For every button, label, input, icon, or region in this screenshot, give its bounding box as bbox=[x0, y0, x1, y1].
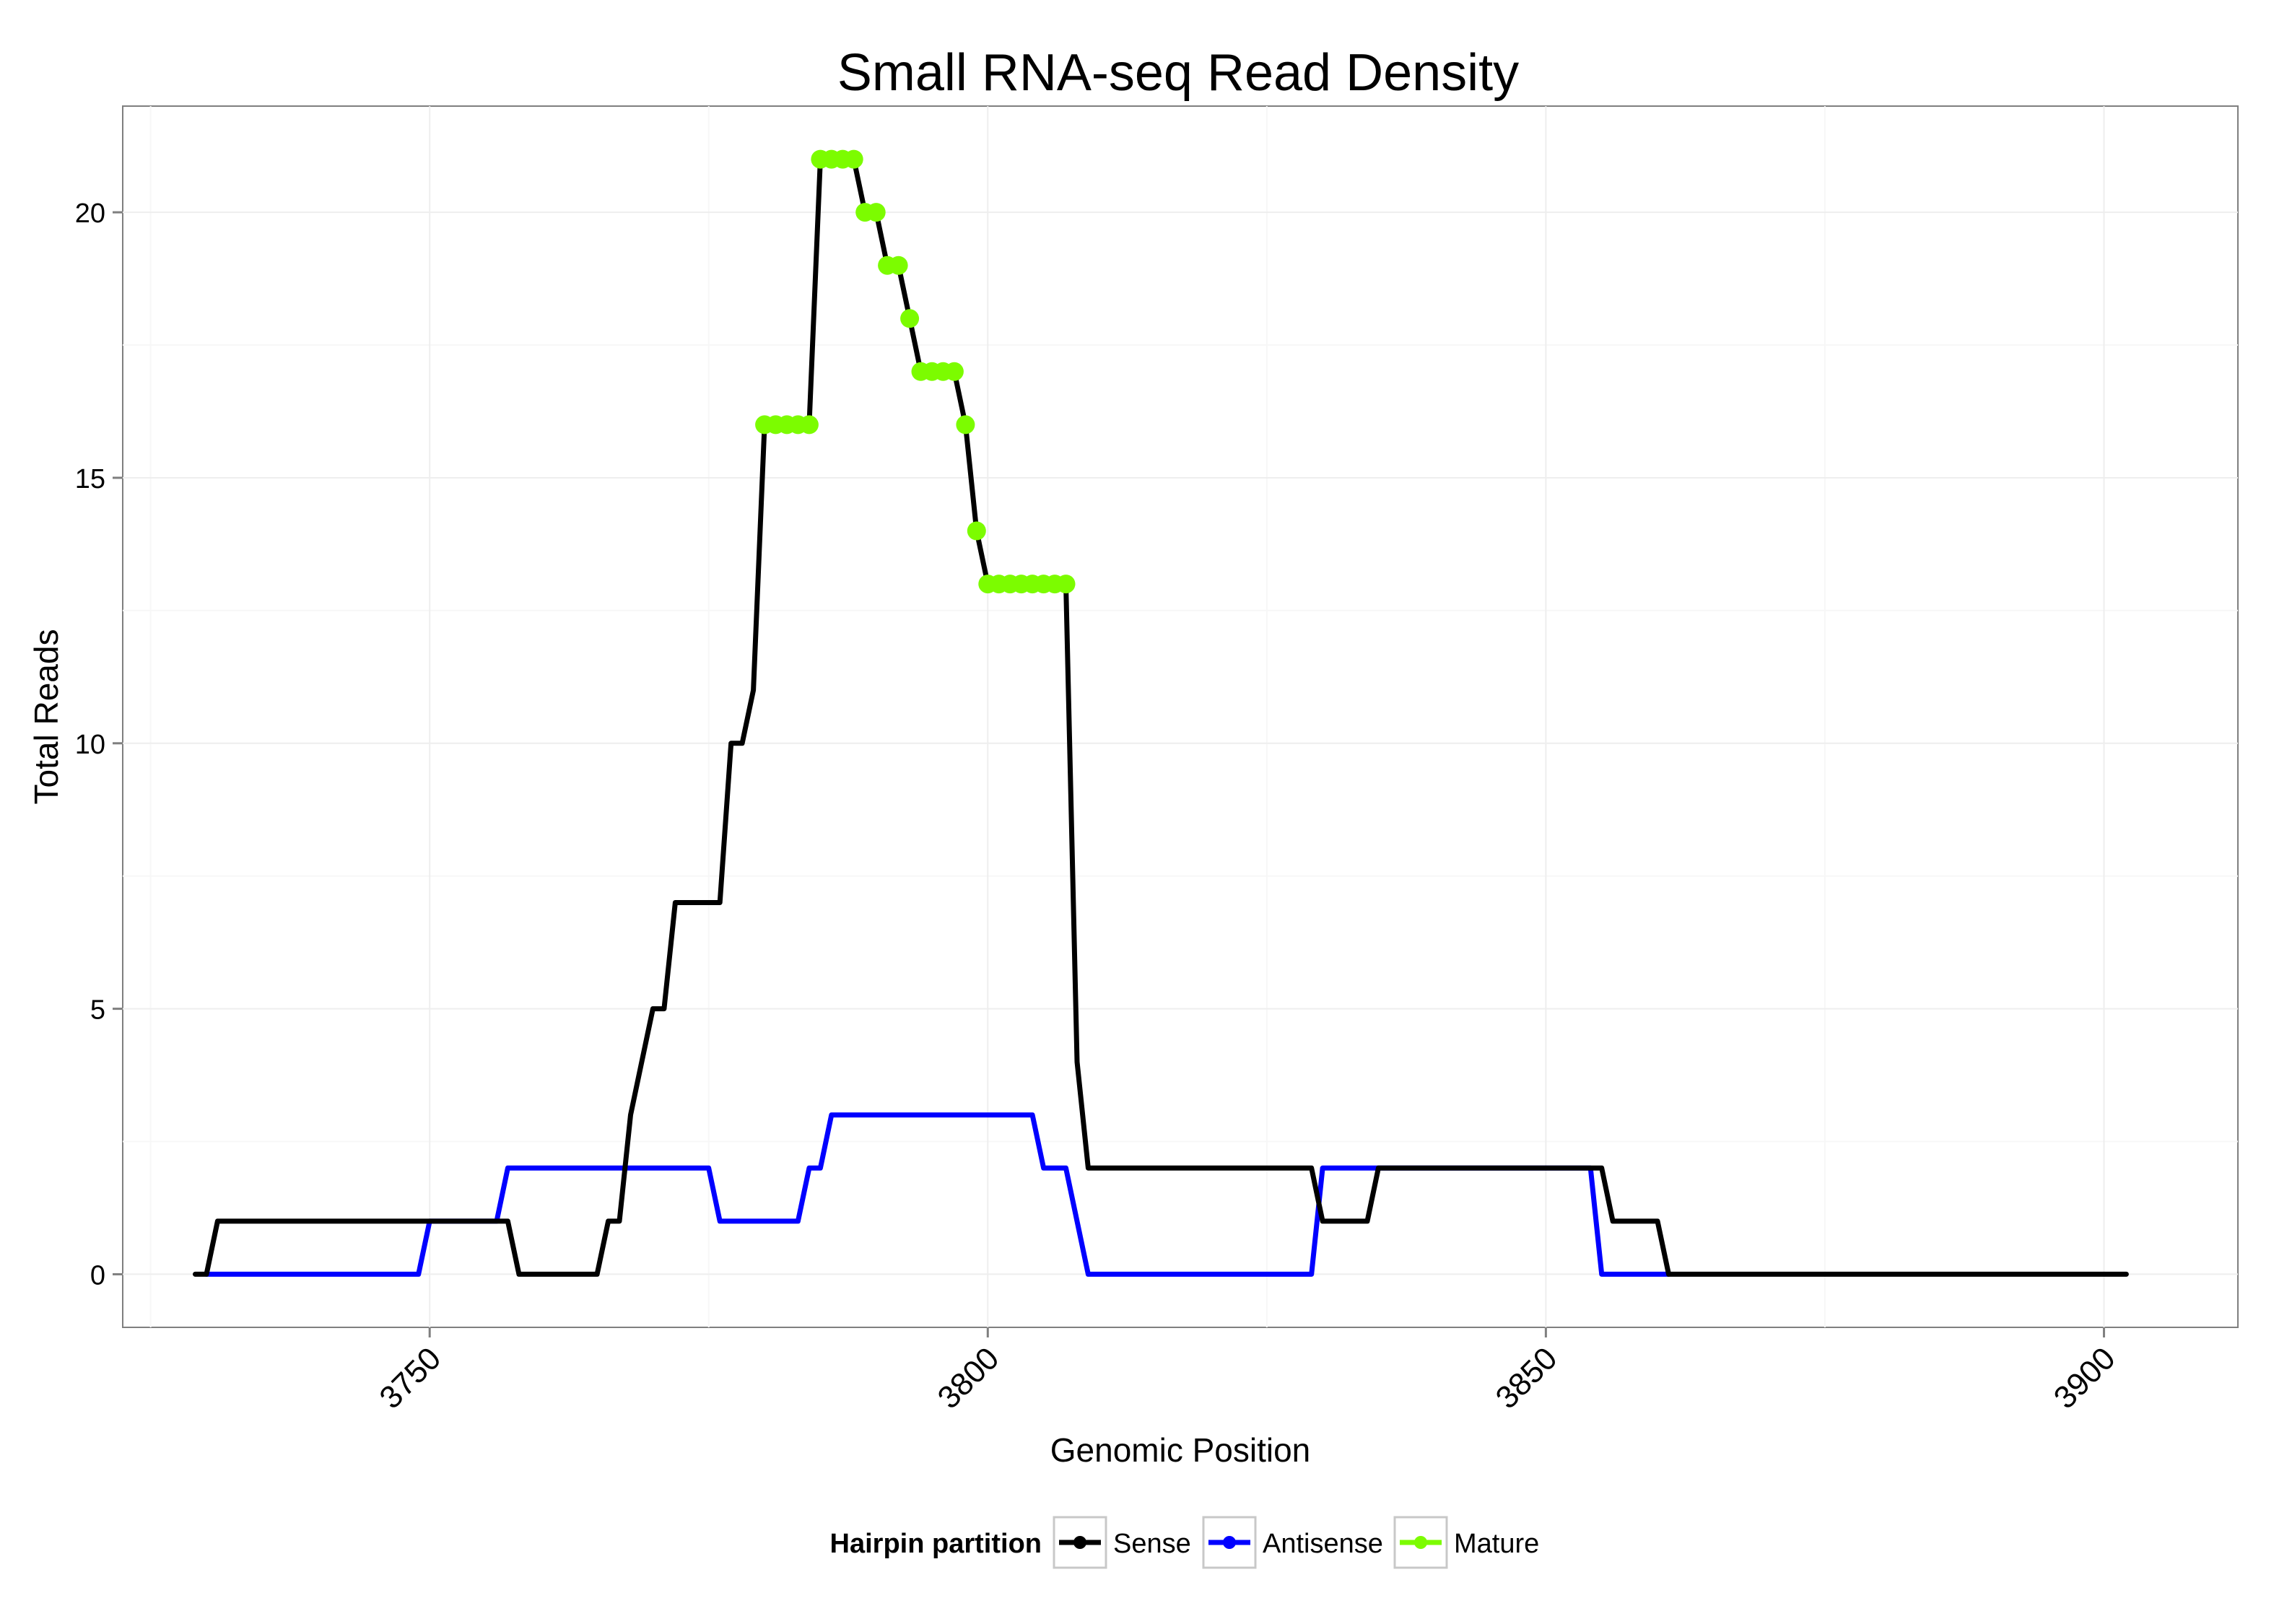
legend: Hairpin partition Sense Antisense Mature bbox=[830, 1516, 1539, 1569]
y-tick-label: 15 bbox=[75, 464, 105, 494]
x-tick-label: 3800 bbox=[931, 1340, 1006, 1415]
x-tick-label: 3900 bbox=[2047, 1340, 2122, 1415]
mature-point bbox=[956, 415, 975, 435]
legend-title: Hairpin partition bbox=[830, 1529, 1042, 1559]
legend-key-point bbox=[1073, 1536, 1086, 1549]
x-axis: 3750 3800 3850 3900 bbox=[373, 1327, 2122, 1415]
chart-title: Small RNA-seq Read Density bbox=[837, 44, 1519, 102]
x-tick-label: 3750 bbox=[373, 1340, 448, 1415]
mature-points-layer bbox=[755, 149, 1076, 594]
y-tick-label: 10 bbox=[75, 730, 105, 760]
plot-panel bbox=[122, 105, 2239, 1328]
plot-area bbox=[122, 105, 2239, 1328]
x-tick-label: 3850 bbox=[1489, 1340, 1564, 1415]
legend-label: Sense bbox=[1113, 1529, 1191, 1559]
mature-point bbox=[799, 415, 819, 435]
mature-point bbox=[900, 309, 920, 328]
mature-point bbox=[944, 362, 964, 381]
x-axis-label: Genomic Position bbox=[1050, 1431, 1311, 1469]
legend-item-antisense: Antisense bbox=[1202, 1516, 1383, 1569]
mature-point bbox=[967, 521, 986, 541]
y-axis-label: Total Reads bbox=[27, 629, 65, 805]
mature-point bbox=[1056, 575, 1076, 594]
mature-point bbox=[889, 256, 908, 275]
legend-label: Antisense bbox=[1263, 1529, 1383, 1559]
legend-item-mature: Mature bbox=[1393, 1516, 1539, 1569]
mature-point bbox=[844, 149, 863, 169]
mature-point bbox=[866, 203, 886, 222]
y-axis: 0 5 10 15 20 bbox=[75, 198, 123, 1291]
legend-label: Mature bbox=[1454, 1529, 1539, 1559]
legend-key-point bbox=[1414, 1536, 1427, 1549]
y-tick-label: 5 bbox=[90, 995, 105, 1026]
y-tick-label: 20 bbox=[75, 198, 105, 229]
legend-item-sense: Sense bbox=[1053, 1516, 1191, 1569]
series-line-antisense bbox=[204, 1112, 1671, 1277]
legend-key-point bbox=[1223, 1536, 1236, 1549]
y-tick-label: 0 bbox=[90, 1260, 105, 1291]
